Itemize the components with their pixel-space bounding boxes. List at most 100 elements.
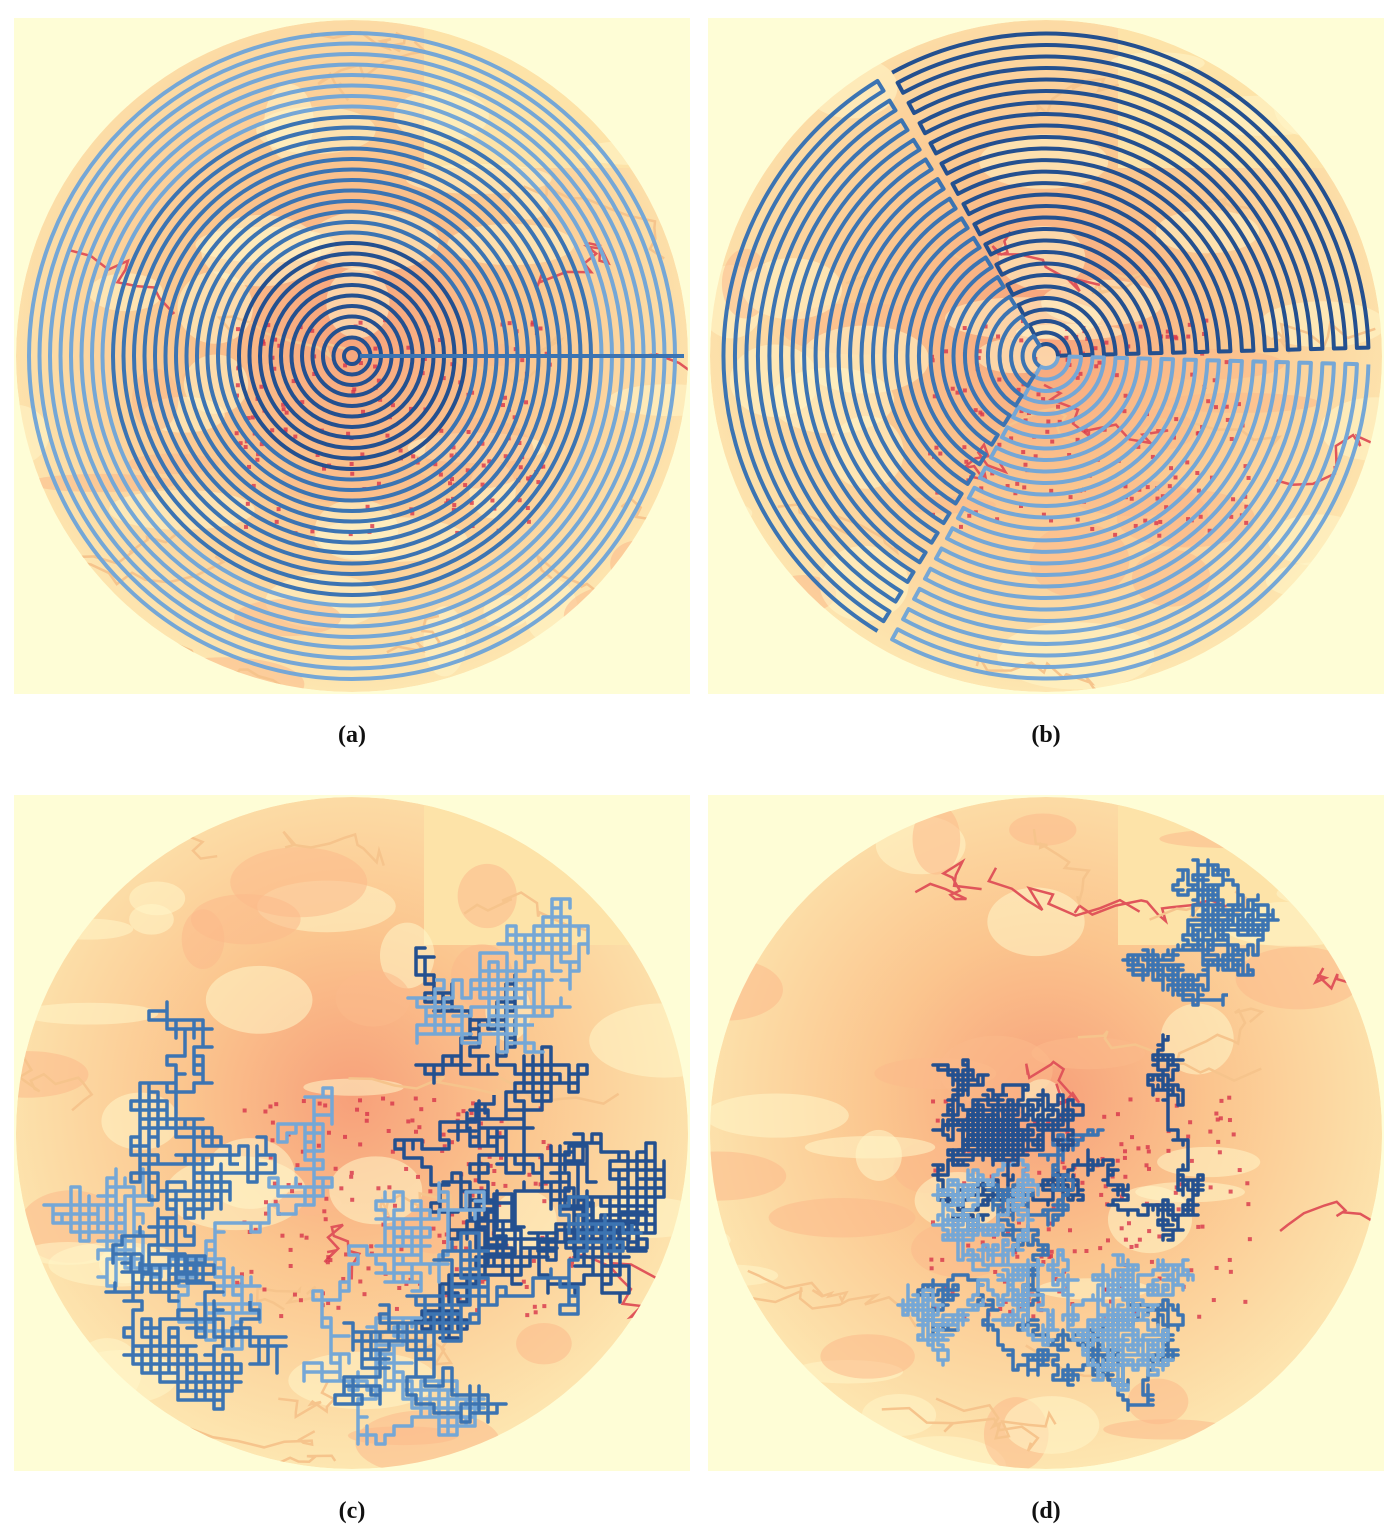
- urban-cell: [481, 463, 486, 468]
- urban-cell: [1023, 462, 1028, 467]
- terrain-patch: [820, 1334, 915, 1379]
- urban-cell: [1213, 405, 1218, 410]
- urban-cell: [451, 445, 456, 450]
- urban-cell: [934, 445, 939, 450]
- urban-cell: [1075, 517, 1080, 522]
- terrain-patch: [912, 803, 961, 875]
- urban-cell: [1041, 512, 1046, 517]
- road: [845, 242, 964, 285]
- urban-cell: [475, 1308, 480, 1313]
- urban-cell: [279, 1314, 284, 1319]
- urban-cell: [478, 1121, 483, 1126]
- urban-cell: [964, 459, 969, 464]
- urban-cell: [1122, 1155, 1127, 1160]
- urban-cell: [1176, 1207, 1181, 1212]
- urban-cell: [419, 1107, 424, 1112]
- road: [1032, 828, 1091, 907]
- urban-cell: [272, 366, 277, 371]
- urban-cell: [1137, 1237, 1142, 1242]
- search-path: [1031, 1248, 1195, 1392]
- urban-cell: [930, 358, 935, 363]
- urban-cell: [1169, 466, 1174, 471]
- urban-cell: [1207, 528, 1212, 533]
- urban-cell: [933, 1168, 938, 1173]
- urban-cell: [1016, 387, 1021, 392]
- urban-cell: [270, 1138, 275, 1143]
- urban-cell: [438, 472, 443, 477]
- urban-cell: [1129, 1244, 1134, 1249]
- urban-cell: [259, 384, 264, 389]
- urban-cell: [301, 1099, 306, 1104]
- urban-cell: [442, 1240, 447, 1245]
- urban-cell: [326, 1255, 331, 1260]
- urban-cell: [1157, 1276, 1162, 1281]
- urban-cell: [304, 1235, 309, 1240]
- urban-cell: [449, 477, 454, 482]
- urban-cell: [1197, 1314, 1202, 1319]
- urban-cell: [1216, 1139, 1221, 1144]
- terrain-patch: [516, 1322, 572, 1365]
- urban-cell: [243, 445, 248, 450]
- terrain-patch: [1031, 1037, 1146, 1070]
- urban-cell: [352, 387, 357, 392]
- sector-path: [891, 31, 1371, 358]
- search-path: [111, 1000, 277, 1283]
- urban-cell: [1123, 1149, 1128, 1154]
- urban-cell: [343, 363, 348, 368]
- urban-cell: [993, 1269, 998, 1274]
- urban-cell: [292, 1292, 297, 1297]
- urban-cell: [950, 386, 955, 391]
- urban-cell: [432, 1098, 437, 1103]
- urban-cell: [440, 1148, 445, 1153]
- urban-cell: [1060, 1160, 1065, 1165]
- sector-path: [721, 79, 1042, 633]
- urban-cell: [1155, 1097, 1160, 1102]
- urban-cell: [1019, 338, 1024, 343]
- urban-cell: [348, 532, 353, 537]
- panel-label: (a): [338, 722, 366, 748]
- urban-cell: [544, 351, 549, 356]
- urban-cell: [316, 1143, 321, 1148]
- urban-cell: [1046, 1227, 1051, 1232]
- road: [1073, 898, 1228, 925]
- urban-cell: [1119, 1226, 1124, 1231]
- urban-cell: [1186, 334, 1191, 339]
- urban-cell: [491, 1181, 496, 1186]
- urban-cell: [466, 430, 471, 435]
- urban-cell: [524, 400, 529, 405]
- urban-cell: [326, 1130, 331, 1135]
- urban-cell: [1084, 1248, 1089, 1253]
- urban-cell: [1021, 450, 1026, 455]
- urban-cell: [1244, 520, 1249, 525]
- urban-cell: [448, 481, 453, 486]
- urban-cell: [1145, 485, 1150, 490]
- urban-cell: [1119, 1142, 1124, 1147]
- urban-cell: [1123, 393, 1128, 398]
- urban-cell: [1113, 532, 1118, 537]
- urban-cell: [336, 1305, 341, 1310]
- urban-cell: [500, 403, 505, 408]
- urban-cell: [1072, 1249, 1077, 1254]
- urban-cell: [480, 441, 485, 446]
- urban-cell: [449, 1140, 454, 1145]
- terrain-patch: [1009, 813, 1077, 846]
- urban-cell: [469, 500, 474, 505]
- urban-cell: [414, 1129, 419, 1134]
- road: [255, 1285, 319, 1311]
- urban-cell: [995, 517, 1000, 522]
- urban-cell: [355, 1107, 360, 1112]
- urban-cell: [404, 1166, 409, 1171]
- urban-cell: [1245, 1181, 1250, 1186]
- urban-cell: [1013, 1250, 1018, 1255]
- urban-cell: [1058, 1101, 1063, 1106]
- terrain-patch: [379, 922, 435, 989]
- terrain-patch: [16, 1051, 89, 1098]
- urban-cell: [1005, 484, 1010, 489]
- urban-cell: [1136, 1146, 1141, 1151]
- urban-cell: [507, 321, 512, 326]
- urban-cell: [341, 1276, 346, 1281]
- urban-cell: [397, 1285, 402, 1290]
- panel: [14, 18, 690, 694]
- urban-cell: [1224, 360, 1229, 365]
- urban-cell: [273, 1199, 278, 1204]
